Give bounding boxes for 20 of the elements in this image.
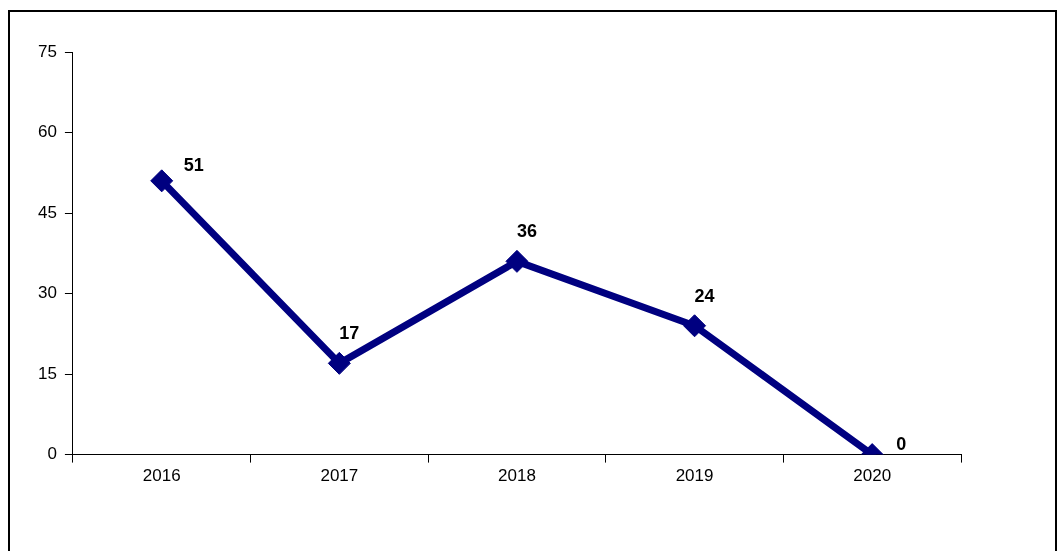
y-tick-label: 60 [37, 122, 57, 142]
y-tick-label: 30 [37, 283, 57, 303]
x-tick-label: 2016 [142, 466, 181, 486]
point [150, 169, 174, 193]
x-tick-label: 2017 [320, 466, 359, 486]
point [683, 314, 707, 338]
data-label: 0 [896, 433, 907, 454]
data-label: 36 [516, 221, 537, 242]
y-tick-label: 75 [37, 41, 57, 61]
y-tick-label: 15 [37, 363, 57, 383]
y-tick-label: 0 [47, 444, 57, 464]
data-label: 51 [183, 154, 204, 175]
y-tick-label: 45 [37, 202, 57, 222]
data-label: 17 [339, 323, 360, 344]
x-tick-label: 2020 [853, 466, 892, 486]
point [327, 351, 351, 375]
data-label: 24 [694, 285, 715, 306]
x-tick-label: 2019 [675, 466, 714, 486]
x-tick-label: 2018 [498, 466, 536, 486]
point [505, 249, 529, 273]
